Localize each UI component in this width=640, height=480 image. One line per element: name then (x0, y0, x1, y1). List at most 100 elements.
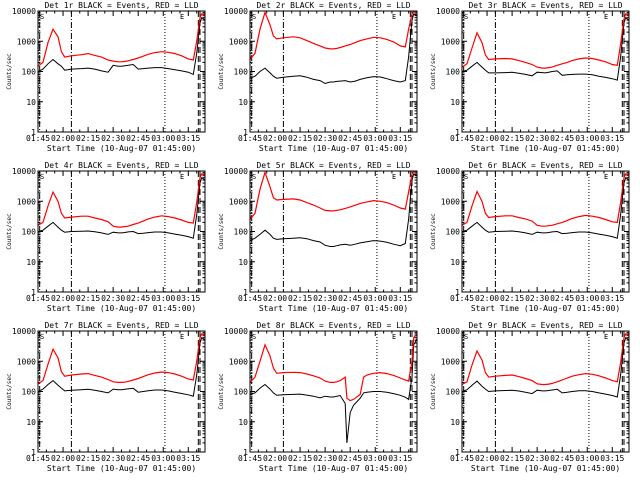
y-tick-label: 100 (234, 388, 249, 397)
y-tick-label: 10 (238, 418, 248, 427)
x-tick-label: 02:45 (126, 134, 150, 143)
x-tick-label: 01:45 (238, 294, 262, 303)
x-tick-label: 02:00 (475, 294, 499, 303)
x-tick-label: 03:15 (176, 294, 200, 303)
x-tick-label: 03:15 (600, 454, 624, 463)
y-tick-label: 10000 (436, 167, 460, 176)
y-axis-label: Counts/sec (6, 213, 13, 250)
detector-panel: Det 1r BLACK = Events, RED = LLD Counts/s… (6, 1, 206, 153)
events-series-line (462, 176, 629, 239)
x-tick-label: 01:45 (238, 134, 262, 143)
y-tick-label: 10 (26, 98, 36, 107)
y-tick-label: 10000 (12, 327, 36, 336)
y-tick-label: 1 (455, 128, 460, 137)
events-series-line (250, 13, 417, 85)
end-marker-label: E (604, 173, 608, 181)
x-tick-label: 03:00 (151, 134, 175, 143)
start-marker-label: S (252, 173, 256, 181)
start-marker-label: S (252, 13, 256, 21)
x-tick-label: 02:15 (500, 294, 524, 303)
x-tick-label: 03:15 (388, 294, 412, 303)
end-marker-label: E (180, 333, 184, 341)
start-marker-label: S (40, 333, 44, 341)
y-tick-label: 1 (455, 288, 460, 297)
x-tick-label: 01:45 (26, 294, 50, 303)
detector-panel: Det 8r BLACK = Events, RED = LLD Counts/s… (218, 321, 418, 473)
plot-frame (461, 330, 630, 453)
x-tick-label: 03:00 (363, 294, 387, 303)
y-tick-label: 1 (243, 448, 248, 457)
plot-frame (461, 10, 630, 133)
x-tick-label: 02:30 (313, 134, 337, 143)
y-tick-label: 1000 (17, 357, 36, 366)
y-tick-label: 1 (455, 448, 460, 457)
y-tick-label: 10000 (12, 7, 36, 16)
detector-panel: Det 3r BLACK = Events, RED = LLD Counts/s… (430, 1, 630, 153)
events-series-line (38, 176, 205, 239)
y-axis-label: Counts/sec (218, 53, 225, 90)
plot-frame (249, 170, 418, 293)
x-tick-label: 02:30 (313, 454, 337, 463)
panel-title: Det 6r BLACK = Events, RED = LLD (468, 161, 622, 170)
end-marker-label: E (604, 333, 608, 341)
panel-data (38, 331, 205, 452)
y-axis-label: Counts/sec (218, 373, 225, 410)
x-tick-label: 02:45 (338, 134, 362, 143)
y-tick-label: 1000 (441, 37, 460, 46)
y-tick-label: 100 (22, 68, 37, 77)
end-marker-label: E (392, 13, 396, 21)
x-tick-label: 02:45 (126, 454, 150, 463)
events-series-line (462, 336, 629, 398)
y-tick-label: 1 (243, 128, 248, 137)
x-tick-label: 01:45 (450, 294, 474, 303)
x-tick-label: 03:15 (176, 454, 200, 463)
y-tick-label: 1000 (229, 357, 248, 366)
y-tick-label: 10 (450, 418, 460, 427)
x-tick-label: 02:15 (500, 454, 524, 463)
y-tick-label: 100 (446, 68, 461, 77)
y-tick-label: 1000 (17, 197, 36, 206)
x-tick-label: 02:00 (263, 294, 287, 303)
x-tick-label: 02:00 (475, 134, 499, 143)
start-marker-label: S (40, 13, 44, 21)
x-axis-label: Start Time (10-Aug-07 01:45:00) (471, 304, 620, 313)
x-tick-label: 01:45 (450, 454, 474, 463)
end-marker-label: E (180, 13, 184, 21)
y-tick-label: 1000 (17, 37, 36, 46)
x-tick-label: 03:00 (363, 454, 387, 463)
y-tick-label: 1000 (229, 37, 248, 46)
panel-title: Det 4r BLACK = Events, RED = LLD (44, 161, 198, 170)
panel-data (250, 11, 417, 132)
x-axis-label: Start Time (10-Aug-07 01:45:00) (47, 464, 196, 473)
events-series-line (250, 338, 417, 443)
start-marker-label: S (252, 333, 256, 341)
x-tick-label: 02:00 (263, 134, 287, 143)
x-tick-label: 02:30 (525, 294, 549, 303)
y-tick-label: 100 (22, 388, 37, 397)
y-axis-label: Counts/sec (430, 53, 437, 90)
x-tick-label: 03:00 (363, 134, 387, 143)
panel-title: Det 3r BLACK = Events, RED = LLD (468, 1, 622, 10)
lld-series-line (250, 11, 417, 60)
y-tick-label: 1 (31, 128, 36, 137)
y-tick-label: 100 (446, 388, 461, 397)
x-tick-label: 03:00 (575, 294, 599, 303)
x-tick-label: 02:00 (51, 294, 75, 303)
y-tick-label: 10000 (224, 327, 248, 336)
y-axis-label: Counts/sec (430, 213, 437, 250)
x-axis-label: Start Time (10-Aug-07 01:45:00) (47, 304, 196, 313)
end-marker-label: E (392, 173, 396, 181)
x-tick-label: 03:15 (600, 134, 624, 143)
x-tick-label: 03:00 (151, 454, 175, 463)
events-series-line (38, 336, 205, 397)
y-axis-label: Counts/sec (218, 213, 225, 250)
plot-frame (37, 10, 206, 133)
y-tick-label: 10000 (436, 7, 460, 16)
y-tick-label: 10000 (224, 167, 248, 176)
x-tick-label: 02:30 (101, 294, 125, 303)
end-marker-label: E (604, 13, 608, 21)
x-tick-label: 02:00 (475, 454, 499, 463)
x-tick-label: 02:15 (288, 134, 312, 143)
x-tick-label: 02:30 (101, 454, 125, 463)
y-tick-label: 10 (450, 98, 460, 107)
